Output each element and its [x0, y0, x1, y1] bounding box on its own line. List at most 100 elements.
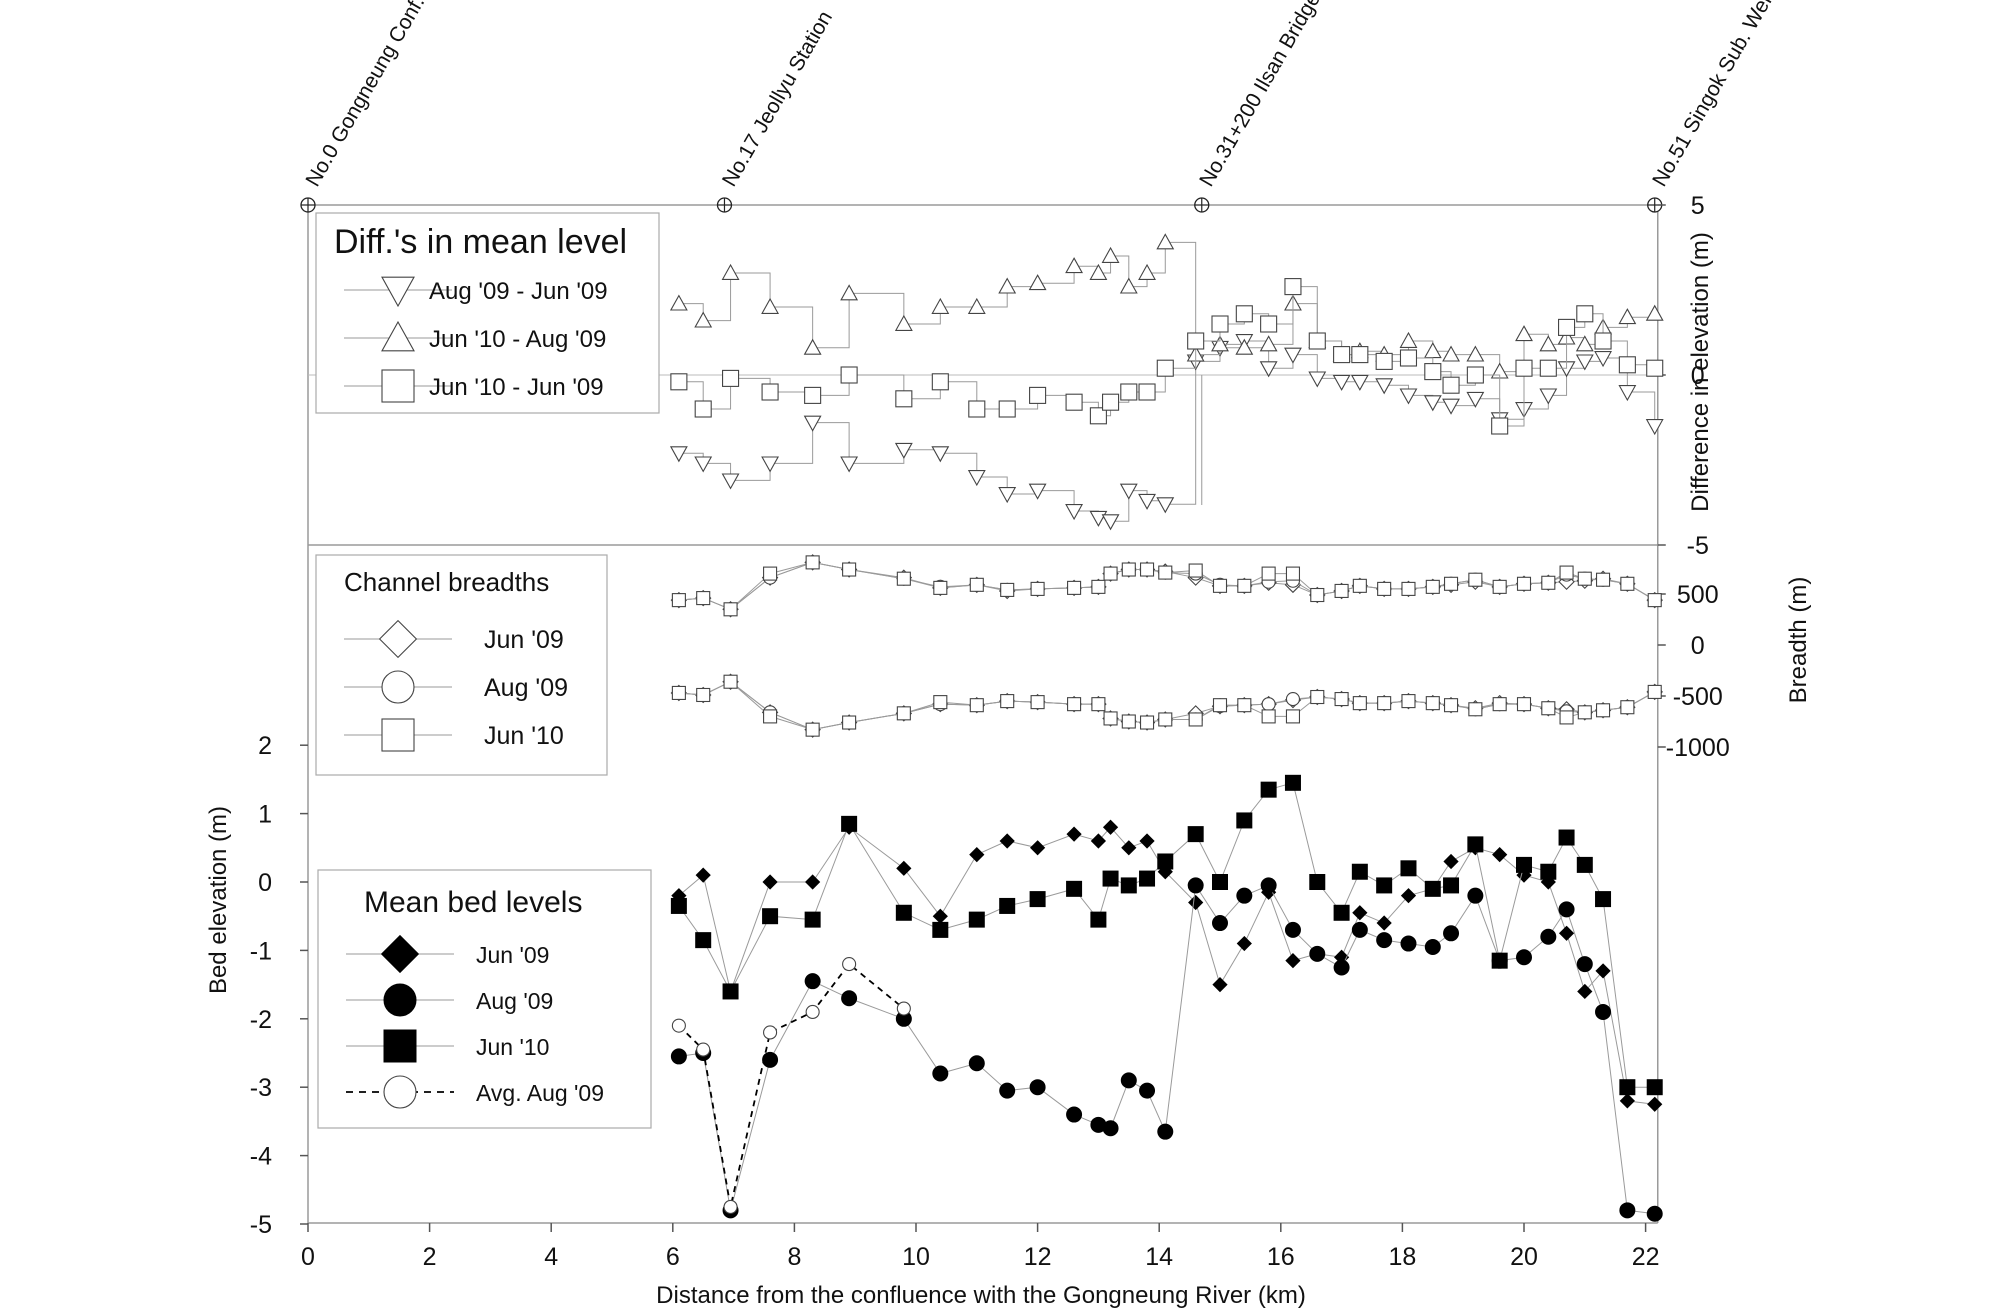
bed-point-jun-09	[1212, 976, 1228, 993]
station-label: No.31+200 Ilsan Bridge	[1195, 0, 1325, 190]
breadth-point-jun-10	[1492, 697, 1507, 712]
legend-label-jun-10-aug-09: Jun '10 - Aug '09	[429, 326, 606, 353]
breadth-point-jun-10	[1103, 566, 1118, 581]
bed-point-jun-10	[1376, 877, 1393, 894]
diff-point-aug-09-jun-09	[1332, 374, 1351, 391]
legend-title-breadth: Channel breadths	[344, 567, 549, 597]
diff-point-aug-09-jun-09	[1028, 483, 1047, 500]
diff-point-aug-09-jun-09	[1399, 388, 1418, 405]
diff-line-jun-10-aug-09	[678, 241, 1656, 373]
diff-point-jun-10-jun-09	[1576, 305, 1594, 323]
breadth-point-jun-10	[933, 695, 948, 710]
breadth-point-jun-10	[1468, 572, 1483, 587]
diff-point-jun-10-aug-09	[1618, 308, 1637, 325]
breadth-point-jun-10	[1121, 714, 1136, 729]
breadth-point-jun-10	[1091, 579, 1106, 594]
y-tick-label-bed: -5	[250, 1211, 272, 1239]
bed-point-jun-09	[1577, 983, 1593, 1000]
bed-point-jun-09	[1029, 840, 1046, 856]
bed-point-jun-09	[1188, 894, 1204, 911]
diff-point-jun-10-aug-09	[1156, 233, 1175, 250]
bed-point-aug-09	[968, 1055, 985, 1072]
bed-point-aug-09	[1139, 1082, 1156, 1099]
diff-point-aug-09-jun-09	[1539, 388, 1558, 405]
breadth-point-jun-10	[1647, 684, 1662, 699]
station-label: No.51 Singok Sub. Weir	[1648, 0, 1780, 190]
bed-point-jun-09	[1121, 840, 1137, 856]
breadth-point-jun-10	[1030, 581, 1045, 596]
bed-point-jun-09	[999, 833, 1015, 849]
bed-point-jun-09	[1619, 1093, 1635, 1109]
diff-point-jun-10-jun-09	[1284, 278, 1302, 296]
diff-point-jun-10-jun-09	[998, 400, 1016, 418]
breadth-point-jun-10	[1000, 582, 1015, 597]
bed-point-jun-10	[1157, 853, 1174, 870]
bed-point-jun-10	[1491, 952, 1508, 969]
bed-point-jun-09	[896, 860, 912, 876]
bed-point-jun-09	[805, 874, 821, 890]
bed-point-jun-09	[1352, 905, 1368, 921]
breadth-point-jun-10	[896, 706, 911, 721]
diff-point-jun-10-jun-09	[1156, 359, 1174, 377]
bed-point-aug-09	[1400, 935, 1417, 952]
bed-point-aug-09	[1157, 1123, 1174, 1140]
bed-point-jun-09	[1443, 853, 1459, 870]
y-axis-label-bed: Bed elevation (m)	[205, 806, 232, 994]
diff-point-aug-09-jun-09	[1138, 493, 1156, 510]
diff-point-jun-10-aug-09	[1138, 263, 1156, 280]
legends: Diff.'s in mean level Aug '09 - Jun '09 Ju…	[315, 212, 660, 1129]
diff-point-jun-10-jun-09	[1235, 305, 1253, 323]
y-tick-label-breadth: 0	[1691, 632, 1705, 660]
diff-point-jun-10-aug-09	[1089, 263, 1108, 280]
y-tick-label-bed: 1	[258, 801, 272, 829]
bed-point-aug-09	[1351, 921, 1368, 938]
bed-point-aug-09	[1443, 925, 1460, 942]
breadth-point-jun-10	[842, 715, 857, 730]
legend-box-breadth	[315, 554, 608, 776]
bed-point-aug-09	[1595, 1003, 1612, 1020]
breadth-point-jun-10	[1212, 578, 1228, 593]
bed-point-avg-aug-09	[896, 1001, 911, 1016]
breadth-point-jun-10	[723, 674, 738, 689]
legend-marker-aug-09-jun-09-icon	[381, 276, 415, 308]
bed-point-jun-09	[1376, 915, 1392, 931]
diff-point-jun-10-jun-09	[1646, 359, 1664, 377]
diff-point-jun-10-jun-09	[1211, 315, 1229, 333]
bed-point-jun-10	[804, 911, 821, 928]
bed-point-avg-aug-09	[763, 1025, 778, 1040]
diff-point-jun-10-jun-09	[1102, 393, 1120, 411]
diff-point-jun-10-aug-09	[803, 338, 822, 355]
bed-point-aug-09	[1540, 928, 1557, 945]
legend-label-jun-10: Jun '10	[476, 1034, 549, 1060]
legend-label-aug-09: Aug '09	[484, 674, 568, 702]
series-layer	[669, 233, 1664, 1222]
bed-point-aug-09	[1309, 945, 1326, 962]
breadth-point-jun-10	[1212, 698, 1228, 713]
bed-point-jun-09	[1400, 888, 1417, 904]
breadth-point-jun-10	[933, 580, 948, 595]
breadth-point-jun-10	[1577, 571, 1592, 586]
diff-point-aug-09-jun-09	[894, 442, 913, 459]
breadth-point-jun-10	[1188, 563, 1203, 578]
breadth-point-jun-10	[1377, 581, 1392, 596]
diff-point-aug-09-jun-09	[1645, 419, 1664, 436]
breadth-point-jun-10	[696, 591, 711, 606]
breadth-point-jun-10	[1468, 702, 1483, 717]
x-tick-label: 16	[1267, 1243, 1295, 1271]
bed-point-jun-10	[1424, 880, 1441, 897]
legend-marker-jun-09-icon	[378, 619, 418, 659]
diff-point-jun-10-jun-09	[722, 369, 740, 387]
bed-point-jun-09	[1090, 833, 1107, 849]
bed-point-jun-09	[1492, 847, 1508, 863]
breadth-point-jun-10	[1158, 565, 1173, 580]
breadth-point-jun-10	[1261, 566, 1276, 581]
bed-point-jun-10	[1516, 856, 1532, 873]
breadth-point-jun-10	[1139, 562, 1155, 577]
diff-point-jun-10-aug-09	[1399, 331, 1418, 348]
diff-point-jun-10-aug-09	[1423, 342, 1442, 359]
bed-line-aug-09	[678, 883, 1655, 1215]
axes: 0 2 4 6 8 10 12 14 16 18 20 22210-1-2-3-4-550-55000…	[250, 192, 1730, 1271]
breadth-point-jun-10	[1443, 576, 1459, 591]
breadth-point-jun-10	[1377, 696, 1392, 711]
